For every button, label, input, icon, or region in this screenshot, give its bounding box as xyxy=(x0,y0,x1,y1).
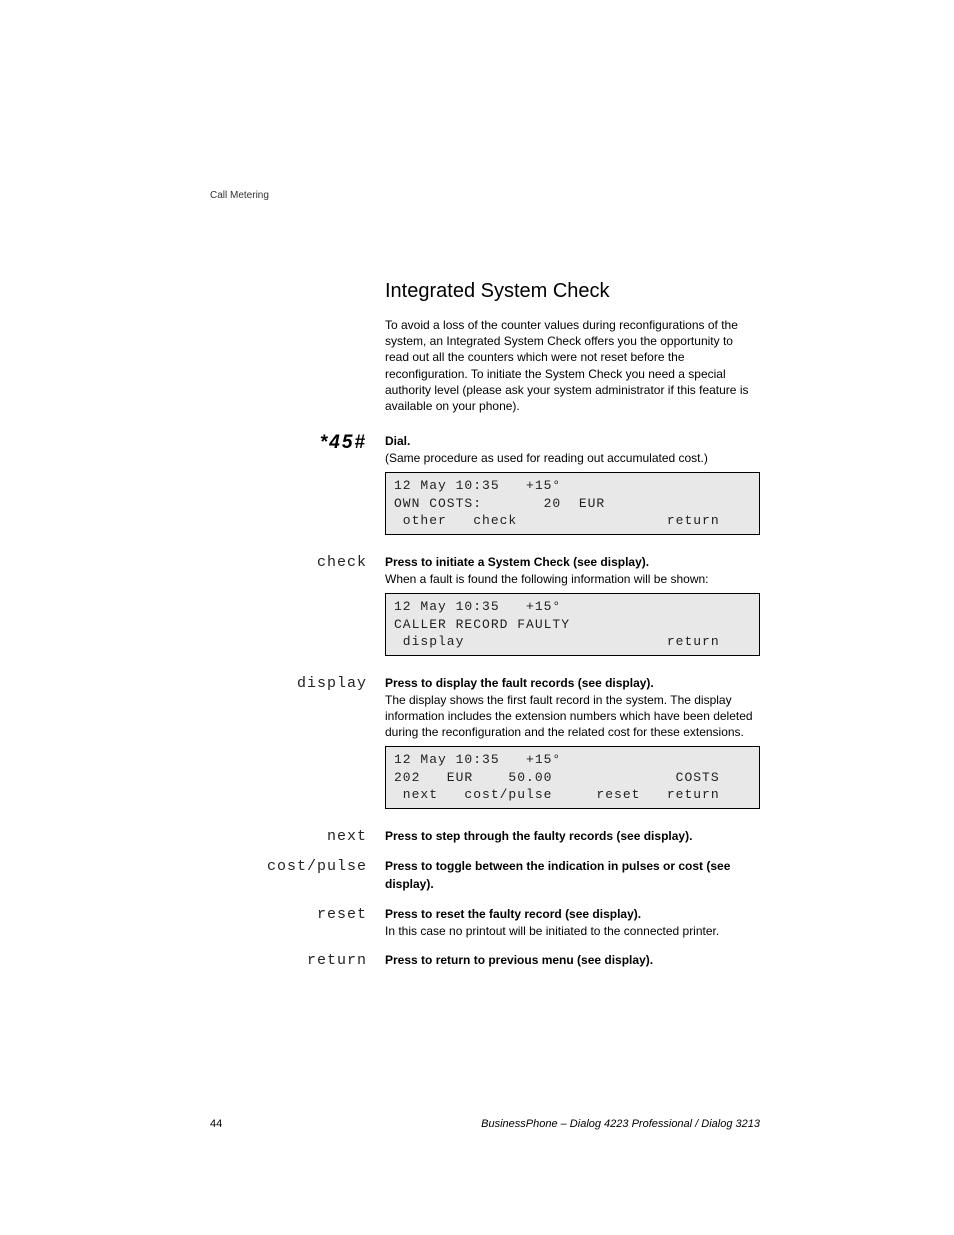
check-note: When a fault is found the following info… xyxy=(385,571,760,587)
check-label: Press to initiate a System Check (see di… xyxy=(385,555,649,569)
reset-label: Press to reset the faulty record (see di… xyxy=(385,907,641,921)
key-check: check xyxy=(317,554,367,571)
key-return: return xyxy=(307,952,367,969)
display-label: Press to display the fault records (see … xyxy=(385,676,654,690)
lcd-display-3: 12 May 10:35 +15° 202 EUR 50.00 COSTS ne… xyxy=(385,746,760,809)
dial-code: *45# xyxy=(320,432,367,453)
section-title: Integrated System Check xyxy=(385,280,760,303)
lcd-display-2: 12 May 10:35 +15° CALLER RECORD FAULTY d… xyxy=(385,593,760,656)
product-name: BusinessPhone – Dialog 4223 Professional… xyxy=(481,1118,760,1130)
dial-note: (Same procedure as used for reading out … xyxy=(385,450,760,466)
key-reset: reset xyxy=(317,906,367,923)
costpulse-label: Press to toggle between the indication i… xyxy=(385,859,730,891)
page-number: 44 xyxy=(210,1118,222,1130)
intro-text: To avoid a loss of the counter values du… xyxy=(385,317,760,414)
lcd-display-1: 12 May 10:35 +15° OWN COSTS: 20 EUR othe… xyxy=(385,472,760,535)
display-note: The display shows the first fault record… xyxy=(385,692,760,741)
footer: 44 BusinessPhone – Dialog 4223 Professio… xyxy=(210,1118,760,1130)
key-costpulse: cost/pulse xyxy=(267,858,367,875)
page: Call Metering Integrated System Check To… xyxy=(0,0,954,1235)
key-display: display xyxy=(297,675,367,692)
reset-note: In this case no printout will be initiat… xyxy=(385,923,760,939)
content-area: Integrated System Check To avoid a loss … xyxy=(210,280,760,973)
dial-label: Dial. xyxy=(385,434,410,448)
next-label: Press to step through the faulty records… xyxy=(385,829,692,843)
header-section: Call Metering xyxy=(210,190,269,201)
return-label: Press to return to previous menu (see di… xyxy=(385,953,653,967)
key-next: next xyxy=(327,828,367,845)
